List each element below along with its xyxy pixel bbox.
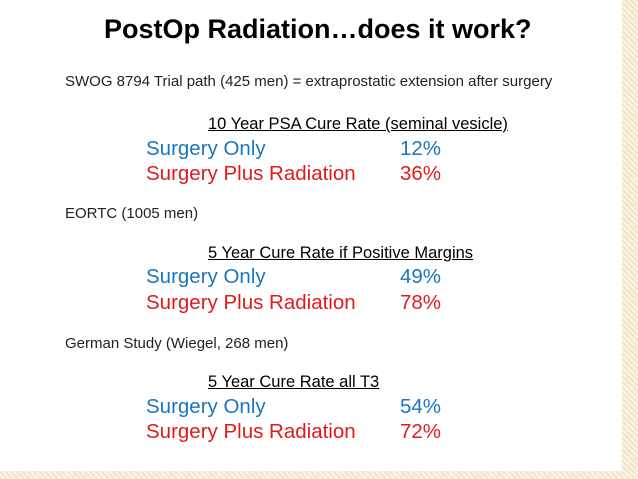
study-note-eortc: EORTC (1005 men)	[65, 205, 199, 222]
section-heading-swog: 10 Year PSA Cure Rate (seminal vesicle)	[208, 115, 508, 133]
result-label: Surgery Only	[146, 137, 266, 160]
result-value: 72%	[400, 420, 442, 443]
decorative-border-bottom	[0, 471, 638, 479]
section-heading-eortc: 5 Year Cure Rate if Positive Margins	[208, 244, 474, 262]
result-label: Surgery Plus Radiation	[146, 291, 356, 314]
result-label: Surgery Plus Radiation	[146, 420, 356, 443]
result-value: 78%	[400, 291, 442, 314]
decorative-border-right	[622, 0, 638, 479]
result-value: 12%	[400, 137, 442, 160]
result-label: Surgery Plus Radiation	[146, 162, 356, 185]
result-value: 49%	[400, 265, 442, 288]
result-value: 36%	[400, 162, 442, 185]
result-label: Surgery Only	[146, 395, 266, 418]
study-note-swog: SWOG 8794 Trial path (425 men) = extrapr…	[65, 73, 553, 90]
slide-title: PostOp Radiation…does it work?	[104, 14, 532, 44]
result-value: 54%	[400, 395, 442, 418]
result-label: Surgery Only	[146, 265, 266, 288]
section-heading-german: 5 Year Cure Rate all T3	[208, 373, 380, 391]
study-note-german: German Study (Wiegel, 268 men)	[65, 335, 289, 352]
